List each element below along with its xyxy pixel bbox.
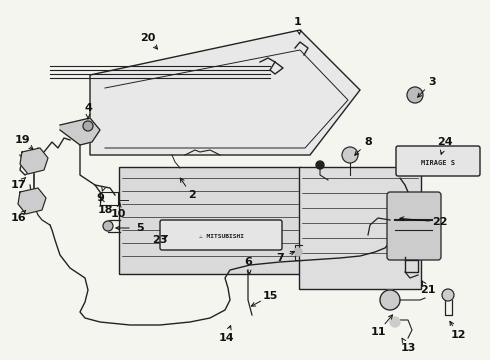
Polygon shape — [60, 118, 100, 145]
Circle shape — [103, 221, 113, 231]
FancyBboxPatch shape — [119, 167, 301, 274]
Text: 24: 24 — [437, 137, 453, 147]
Text: 6: 6 — [244, 257, 252, 267]
Text: 4: 4 — [84, 103, 92, 113]
Text: 12: 12 — [450, 330, 466, 340]
FancyBboxPatch shape — [387, 192, 441, 260]
Text: MIRAGE S: MIRAGE S — [421, 160, 455, 166]
Text: 21: 21 — [420, 285, 436, 295]
FancyBboxPatch shape — [299, 167, 421, 289]
Text: ⚠ MITSUBISHI: ⚠ MITSUBISHI — [198, 234, 244, 239]
Text: 5: 5 — [136, 223, 144, 233]
Text: 11: 11 — [370, 327, 386, 337]
Text: 13: 13 — [400, 343, 416, 353]
Text: 1: 1 — [294, 17, 302, 27]
Text: 2: 2 — [188, 190, 196, 200]
Text: 23: 23 — [152, 235, 168, 245]
Polygon shape — [20, 148, 48, 174]
Text: 15: 15 — [262, 291, 278, 301]
Text: 19: 19 — [14, 135, 30, 145]
FancyBboxPatch shape — [396, 146, 480, 176]
Text: 18: 18 — [97, 205, 113, 215]
Text: 8: 8 — [364, 137, 372, 147]
Circle shape — [316, 161, 324, 169]
Circle shape — [442, 289, 454, 301]
Text: 14: 14 — [218, 333, 234, 343]
Text: 7: 7 — [276, 253, 284, 263]
Circle shape — [380, 290, 400, 310]
Text: 10: 10 — [110, 209, 126, 219]
Text: 20: 20 — [140, 33, 156, 43]
Circle shape — [342, 147, 358, 163]
Polygon shape — [90, 30, 360, 155]
Circle shape — [390, 317, 400, 327]
Text: 22: 22 — [432, 217, 448, 227]
Circle shape — [294, 248, 302, 256]
Text: 3: 3 — [428, 77, 436, 87]
FancyBboxPatch shape — [160, 220, 282, 250]
Text: 17: 17 — [10, 180, 26, 190]
Circle shape — [407, 87, 423, 103]
Circle shape — [83, 121, 93, 131]
Text: 9: 9 — [96, 193, 104, 203]
Polygon shape — [18, 188, 46, 214]
Text: 16: 16 — [10, 213, 26, 223]
